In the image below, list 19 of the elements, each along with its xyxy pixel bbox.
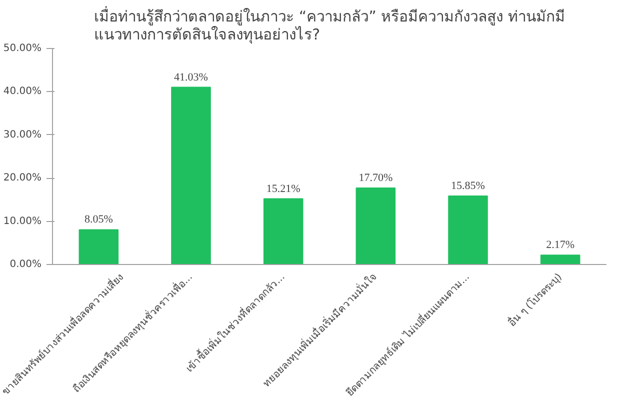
bar xyxy=(356,188,396,264)
bar xyxy=(263,198,304,264)
data-label: 15.85% xyxy=(451,180,485,192)
bar xyxy=(78,229,119,264)
chart-title: เมื่อท่านรู้สึกว่าตลาดอยู่ในภาวะ “ความกลัว” หรือมีความกังวลสูง ท่านมักมี แนวทางการตัดสินใจลงทุนอย่างไร? xyxy=(94,6,565,44)
bar xyxy=(540,254,580,264)
y-tick-label: 40.00% xyxy=(3,86,42,98)
data-label: 15.21% xyxy=(266,182,300,195)
data-label: 2.17% xyxy=(546,239,575,252)
data-label: 41.03% xyxy=(174,71,208,84)
y-tick-label: 50.00% xyxy=(3,43,42,54)
y-tick-label: 0.00% xyxy=(10,259,42,270)
y-tick-label: 10.00% xyxy=(3,216,42,227)
bar xyxy=(171,86,211,264)
y-tick-label: 30.00% xyxy=(3,129,42,140)
y-tick-label: 20.00% xyxy=(3,172,42,184)
data-label: 17.70% xyxy=(358,172,393,184)
bar xyxy=(448,196,488,264)
data-label: 8.05% xyxy=(84,214,113,226)
